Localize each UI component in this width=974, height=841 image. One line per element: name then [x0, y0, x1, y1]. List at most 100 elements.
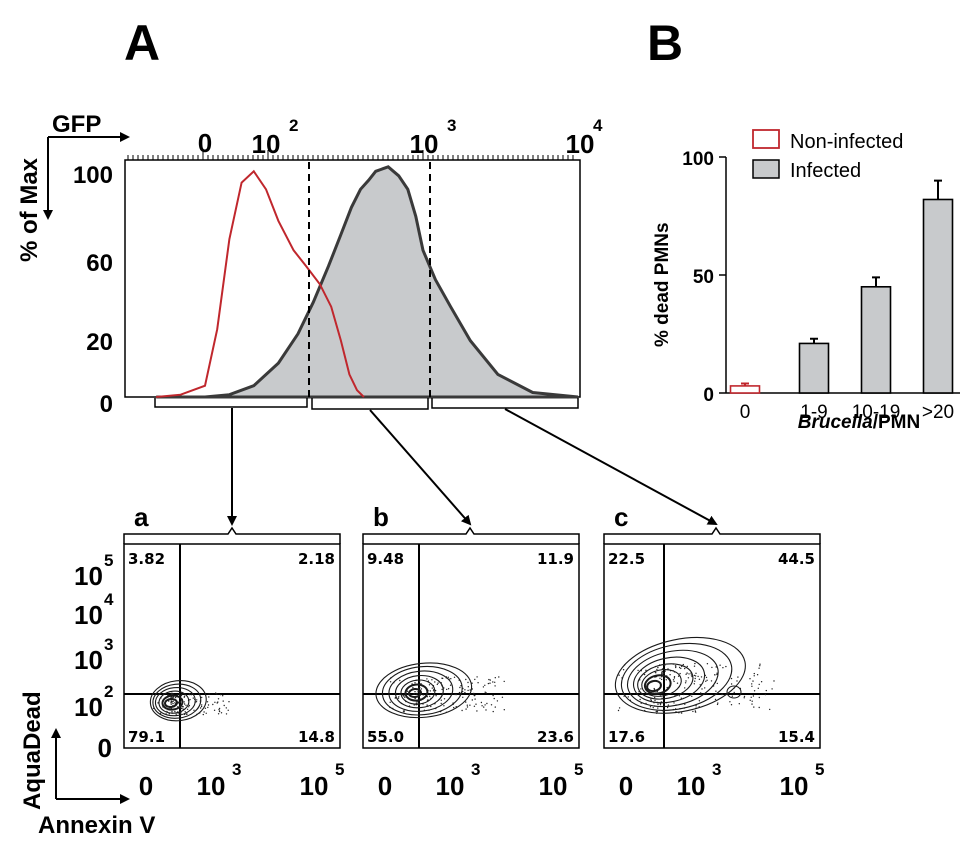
event-dot [758, 667, 760, 669]
event-dot [467, 686, 469, 688]
event-dot [640, 688, 642, 690]
event-dot [701, 688, 703, 690]
quadrant-value-ll: 55.0 [367, 728, 404, 746]
event-dot [693, 665, 696, 667]
quadrant-value-ur: 2.18 [298, 550, 335, 568]
event-dot [464, 689, 466, 691]
event-dot [683, 693, 685, 696]
error-bar-3 [872, 276, 880, 287]
event-dot [434, 681, 436, 683]
contour-line [633, 656, 706, 704]
contour-x-tick: 10 [677, 771, 706, 801]
subpanel-letter: a [134, 502, 149, 532]
event-dot [485, 709, 487, 711]
event-dot [446, 688, 448, 691]
event-dot [690, 674, 693, 676]
event-dot [661, 672, 663, 674]
event-dot [743, 695, 746, 698]
contour-line [637, 663, 694, 700]
event-dot [220, 694, 222, 696]
contour-y-tick-1e4: 10 [74, 600, 103, 630]
event-dot [175, 713, 177, 715]
hist-y-tick-100: 100 [73, 162, 113, 189]
event-dot [711, 666, 713, 669]
event-dot [186, 708, 189, 710]
event-dot [494, 677, 496, 679]
event-dot [228, 701, 230, 703]
event-dot [406, 690, 409, 692]
event-dot [737, 676, 739, 678]
event-dot [168, 700, 170, 702]
hist-x-tick-1e2-exponent: 2 [289, 116, 298, 135]
quadrant-value-ur: 44.5 [778, 550, 815, 568]
event-dot [676, 682, 679, 684]
noninfected-histogram-series [156, 169, 365, 398]
contour-line [152, 683, 202, 719]
event-dot [729, 701, 731, 703]
bar-x-axis-label-rest: /PMN [873, 412, 921, 433]
event-dot [486, 702, 488, 705]
event-dot [639, 698, 641, 701]
event-dot [180, 707, 182, 710]
event-dot [661, 670, 663, 673]
event-dot [484, 691, 486, 693]
event-dot [694, 677, 696, 680]
event-dot [172, 702, 174, 705]
event-dot [222, 695, 224, 697]
event-dot [758, 696, 760, 699]
event-dot [412, 687, 414, 689]
event-dot [765, 689, 767, 692]
event-dot [697, 675, 699, 678]
contour-line [726, 685, 742, 699]
event-dot [481, 705, 483, 707]
event-dot [471, 699, 473, 701]
event-dot [447, 676, 449, 678]
contour-line [149, 680, 207, 722]
contour-line [161, 694, 184, 711]
event-dot [663, 672, 665, 675]
event-dot [475, 703, 477, 705]
dead-pmn-bar-chart: 100 50 0 0 1-9 10-19 >20 % dead PMNs Brucel… [652, 129, 960, 433]
infected-histogram-series [156, 165, 579, 399]
event-dot [660, 678, 663, 681]
event-dot [677, 675, 680, 677]
event-dot [454, 693, 456, 696]
hist-x-tick-1e2: 10 [252, 129, 281, 159]
event-dot [205, 712, 207, 714]
contour-line [158, 690, 190, 714]
subpanel-letter: b [373, 502, 389, 532]
event-dot [402, 694, 404, 696]
subpanel-letter: c [614, 502, 628, 532]
event-dot [225, 713, 228, 715]
event-dot [227, 709, 229, 711]
event-dot [465, 678, 467, 681]
event-dot [178, 693, 181, 695]
event-dot [403, 711, 405, 713]
event-dot [753, 675, 755, 677]
event-dot [714, 674, 716, 676]
contour-y-tick-0: 0 [98, 733, 112, 763]
event-dot [417, 691, 419, 693]
event-dot [217, 713, 220, 715]
event-dot [207, 704, 210, 706]
event-dot [753, 672, 755, 675]
event-dot [627, 696, 629, 698]
event-dot [188, 706, 190, 708]
event-dot [482, 686, 485, 688]
event-dot [673, 680, 675, 683]
event-dot [485, 692, 487, 694]
event-dot [694, 680, 696, 682]
event-dot [769, 708, 771, 711]
hist-y-tick-0: 0 [100, 391, 113, 418]
event-dot [490, 704, 493, 706]
event-dot [695, 705, 697, 707]
error-bar-4 [934, 179, 942, 200]
event-dot [441, 688, 443, 691]
event-dot [722, 667, 724, 669]
event-dot [656, 668, 658, 671]
event-dot [195, 701, 198, 703]
gate-arrow-c [504, 408, 718, 525]
event-dot [721, 693, 723, 696]
event-dot [759, 665, 761, 667]
event-dot [686, 665, 688, 668]
